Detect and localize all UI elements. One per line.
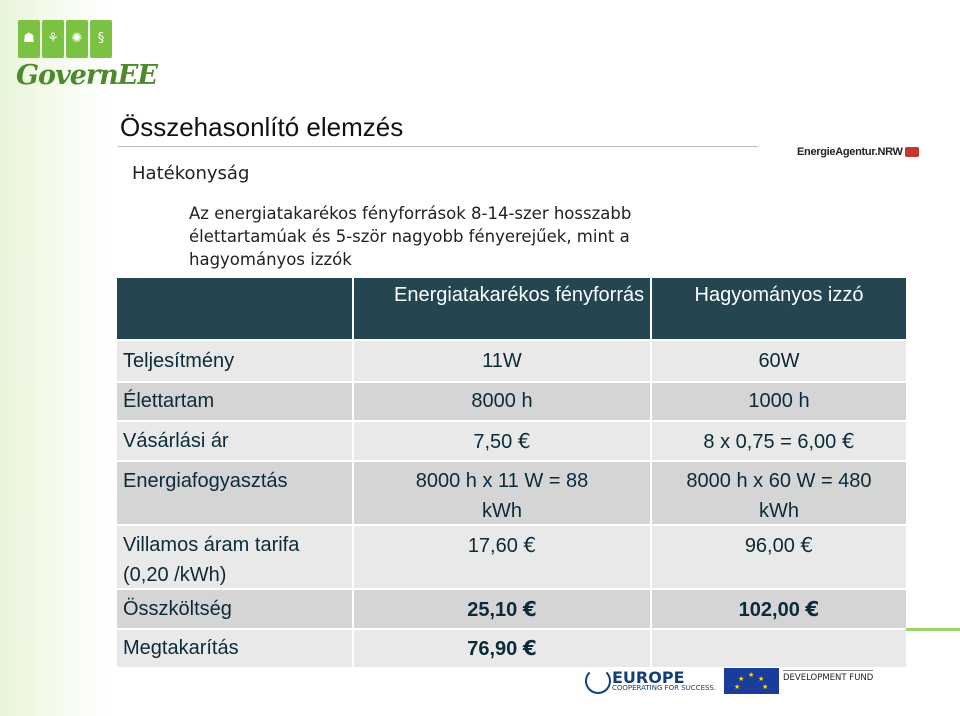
table-row: Megtakarítás 76,90 €: [117, 630, 906, 667]
row-label: Élettartam: [117, 383, 352, 420]
intro-paragraph: Az energiatakarékos fényforrások 8-14-sz…: [189, 204, 632, 269]
row-label: Összköltség: [117, 590, 352, 628]
header-cfl: Energiatakarékos fényforrás: [354, 278, 650, 339]
cfl-value: 25,10 €: [354, 590, 650, 628]
cfl-value: 11W: [354, 341, 650, 381]
table-row: Villamos áram tarifa (0,20 /kWh) 17,60 €…: [117, 526, 906, 588]
cfl-value: 76,90 €: [354, 630, 650, 667]
energieagentur-logo: EnergieAgentur.NRW: [797, 146, 919, 158]
governee-logo: ☗ ⚘ ✺ §: [18, 20, 128, 60]
euro-icon: €: [805, 597, 820, 621]
row-label: Vásárlási ár: [117, 422, 352, 460]
euro-icon: €: [841, 429, 855, 453]
cfl-value: 17,60 €: [354, 526, 650, 588]
leaf-icon: ⚘: [42, 20, 64, 58]
incandescent-value: 8000 h x 60 W = 480 kWh: [652, 462, 906, 524]
table-row: Élettartam 8000 h 1000 h: [117, 383, 906, 420]
table-row: Vásárlási ár 7,50 € 8 x 0,75 = 6,00 €: [117, 422, 906, 460]
incandescent-value: 96,00 €: [652, 526, 906, 588]
regional-fund-logo: DEVELOPMENT FUND: [783, 670, 874, 683]
decorative-green-line: [906, 628, 960, 631]
table-row: Teljesítmény 11W 60W: [117, 341, 906, 381]
eu-flag-icon: ★ ★ ★ ★ ★: [724, 668, 779, 694]
governee-logo-text: GovernEE: [16, 60, 158, 91]
row-label: Villamos áram tarifa (0,20 /kWh): [117, 526, 352, 588]
europe-swirl-icon: [585, 668, 611, 694]
section-subtitle: Hatékonyság: [132, 163, 250, 184]
left-decorative-band: [0, 0, 110, 716]
nrw-mark-icon: [904, 147, 919, 158]
cfl-value: 7,50 €: [354, 422, 650, 460]
euro-icon: €: [522, 636, 537, 660]
title-divider: [118, 146, 758, 147]
incandescent-value: 102,00 €: [652, 590, 906, 628]
cfl-value: 8000 h x 11 W = 88 kWh: [354, 462, 650, 524]
incandescent-value: 60W: [652, 341, 906, 381]
row-label: Energiafogyasztás: [117, 462, 352, 524]
table-row: Energiafogyasztás 8000 h x 11 W = 88 kWh…: [117, 462, 906, 524]
euro-icon: €: [522, 597, 537, 621]
europe-logo: EUROPE: [612, 668, 685, 687]
row-label: Teljesítmény: [117, 341, 352, 381]
sun-icon: ✺: [66, 20, 88, 58]
incandescent-value: 1000 h: [652, 383, 906, 420]
header-incandescent: Hagyományos izzó: [652, 278, 906, 339]
page-title: Összehasonlító elemzés: [120, 112, 404, 142]
table-row: Összköltség 25,10 € 102,00 €: [117, 590, 906, 628]
row-label: Megtakarítás: [117, 630, 352, 667]
header-empty-cell: [117, 278, 352, 339]
paragraph-icon: §: [90, 20, 112, 58]
europe-logo-tagline: COOPERATING FOR SUCCESS.: [612, 684, 717, 692]
table-header-row: Energiatakarékos fényforrás Hagyományos …: [117, 278, 906, 339]
comparison-table: Energiatakarékos fényforrás Hagyományos …: [117, 278, 906, 667]
incandescent-value: 8 x 0,75 = 6,00 €: [652, 422, 906, 460]
euro-icon: €: [800, 533, 814, 557]
cfl-value: 8000 h: [354, 383, 650, 420]
euro-icon: €: [517, 429, 531, 453]
euro-icon: €: [523, 533, 537, 557]
building-icon: ☗: [18, 20, 40, 58]
incandescent-value: [652, 630, 906, 667]
